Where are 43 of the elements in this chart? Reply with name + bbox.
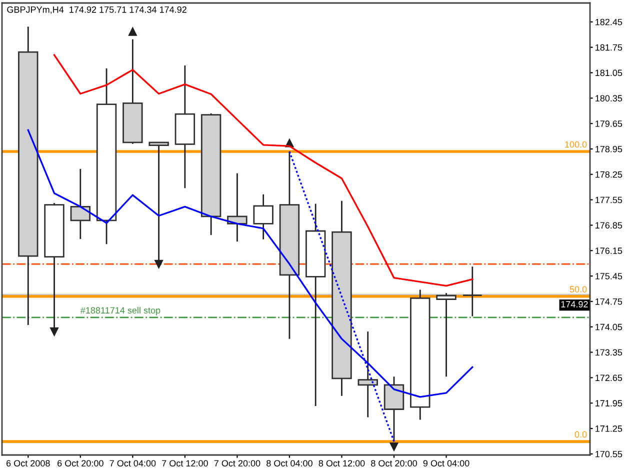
- line-series: [53, 54, 474, 287]
- chart-title: GBPJPYm,H4 174.92 175.71 174.34 174.92: [7, 6, 186, 14]
- y-tick-label: 179.65: [596, 120, 622, 127]
- candlestick: [436, 292, 456, 378]
- y-tick-label: 172.65: [596, 374, 622, 382]
- point: [50, 327, 58, 336]
- x-tick-label: 8 Oct 20:00: [371, 460, 417, 466]
- y-tick-label: 171.25: [596, 425, 622, 432]
- y-tick-label: 173.35: [596, 349, 622, 356]
- candlestick: [70, 168, 91, 240]
- point: [154, 260, 163, 268]
- point: [390, 442, 398, 451]
- y-tick-label: 171.95: [596, 400, 622, 406]
- y-tick-label: 177.55: [596, 196, 622, 204]
- annotation: 0.0: [574, 431, 587, 438]
- candlestick: [253, 194, 274, 240]
- x-tick-label: 7 Oct 20:00: [214, 460, 260, 466]
- y-tick-label: 180.35: [596, 95, 622, 102]
- y-tick-label: 178.95: [596, 146, 622, 152]
- x-tick-label: 7 Oct 12:00: [162, 460, 208, 466]
- x-tick-label: 9 Oct 04:00: [423, 460, 470, 466]
- y-tick-label: 181.05: [596, 70, 622, 76]
- y-tick-label: 182.45: [596, 18, 622, 26]
- x-tick-label: 6 Oct 20:00: [58, 460, 104, 466]
- x-tick-label: 7 Oct 04:00: [110, 460, 156, 466]
- candlestick: [462, 266, 483, 318]
- y-tick-label: 174.75: [596, 298, 622, 305]
- y-tick-label: 174.05: [596, 324, 622, 330]
- ref-line-label: 174.92: [561, 301, 588, 308]
- annotation: #18811714 sell stop: [80, 306, 160, 316]
- annotation: 100.0: [565, 141, 587, 148]
- y-tick-label: 181.75: [596, 44, 622, 51]
- y-tick-label: 170.55: [596, 450, 622, 458]
- x-tick-label: 8 Oct 12:00: [318, 460, 365, 466]
- annotation: 50.0: [570, 286, 587, 292]
- y-tick-label: 176.85: [596, 222, 622, 229]
- y-tick-label: 176.15: [596, 248, 622, 254]
- candlestick: [358, 330, 378, 418]
- y-tick-label: 175.45: [596, 273, 622, 280]
- x-tick-label: 6 Oct 2008: [6, 460, 50, 466]
- y-tick-label: 178.25: [596, 171, 622, 178]
- point: [128, 28, 137, 36]
- x-tick-label: 8 Oct 04:00: [266, 460, 312, 466]
